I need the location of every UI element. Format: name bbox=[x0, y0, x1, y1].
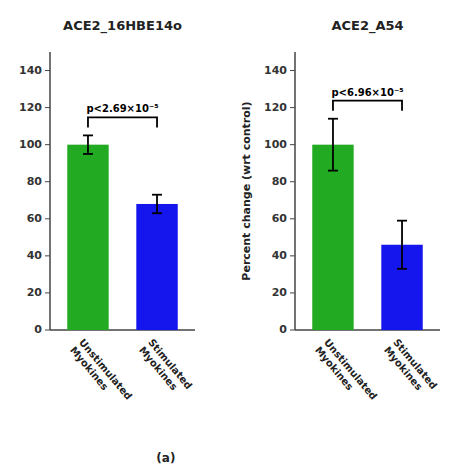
bar bbox=[67, 145, 108, 330]
error-bar bbox=[397, 221, 407, 269]
title: ACE2_A54 bbox=[331, 18, 403, 34]
marks bbox=[67, 135, 177, 330]
y-tick-label: 100 bbox=[264, 138, 287, 151]
bar bbox=[136, 204, 177, 330]
y-tick-label: 120 bbox=[264, 101, 287, 114]
y-tick-label: 100 bbox=[19, 138, 42, 151]
x-tick-label: StimulatedMyokines bbox=[137, 337, 194, 399]
bar bbox=[312, 145, 353, 330]
error-bar bbox=[328, 119, 338, 171]
significance-bracket bbox=[333, 101, 402, 111]
y-tick-label: 0 bbox=[34, 323, 42, 336]
y-tick-label: 80 bbox=[27, 175, 43, 188]
y-tick-label: 140 bbox=[19, 64, 42, 77]
significance-bracket bbox=[88, 117, 157, 127]
y-axis bbox=[294, 52, 296, 330]
x-tick-label: UnstimulatedMyokines bbox=[68, 337, 134, 410]
y-tick-label: 80 bbox=[272, 175, 288, 188]
panel: ACE2_A54 0 20 40 60 80 100 120 140 Percent change… bbox=[240, 18, 440, 410]
y-tick-label: 40 bbox=[272, 249, 288, 262]
y-tick-label: 20 bbox=[272, 286, 288, 299]
x-tick-label: UnstimulatedMyokines bbox=[313, 337, 379, 410]
panel: ACE2_16HBE14o 0 20 40 60 80 100 120 140 Unstimula… bbox=[19, 18, 195, 410]
title: ACE2_16HBE14o bbox=[63, 18, 182, 34]
x-tick-label: StimulatedMyokines bbox=[382, 337, 439, 399]
y-tick-label: 60 bbox=[272, 212, 288, 225]
y-tick-label: 20 bbox=[27, 286, 43, 299]
y-tick-label: 60 bbox=[27, 212, 43, 225]
marks bbox=[312, 119, 422, 330]
y-tick-label: 40 bbox=[27, 249, 43, 262]
chart-root: ACE2_16HBE14o 0 20 40 60 80 100 120 140 Unstimula… bbox=[0, 0, 474, 474]
p-value: p<6.96×10⁻⁵ bbox=[331, 87, 403, 98]
p-value: p<2.69×10⁻⁵ bbox=[86, 103, 158, 114]
footnote: (a) bbox=[156, 451, 175, 465]
y-tick-label: 120 bbox=[19, 101, 42, 114]
error-bar bbox=[152, 195, 162, 214]
y-tick-label: 140 bbox=[264, 64, 287, 77]
y-axis-label: Percent change (wrt control) bbox=[240, 101, 253, 280]
y-axis bbox=[49, 52, 51, 330]
y-tick-label: 0 bbox=[279, 323, 287, 336]
error-bar bbox=[83, 135, 93, 154]
